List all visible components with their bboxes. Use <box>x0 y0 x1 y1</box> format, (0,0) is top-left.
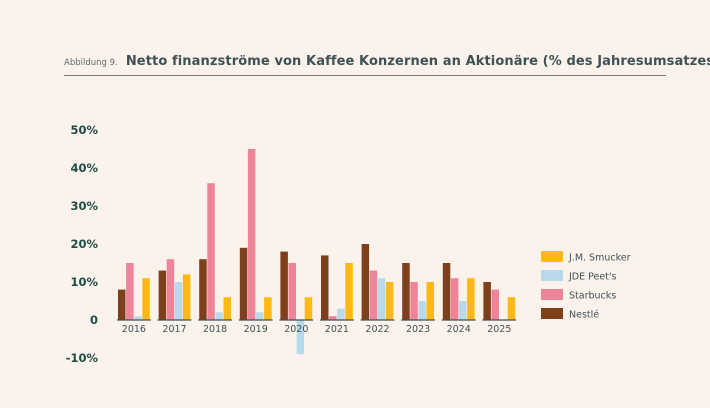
title-rule <box>64 75 666 76</box>
bar-jde-peet-s-2021 <box>337 308 345 320</box>
bar-starbucks-2016 <box>126 263 134 320</box>
legend-swatch-jde-peet-s <box>541 270 563 281</box>
x-tick-label: 2025 <box>487 324 511 335</box>
legend-swatch-j-m-smucker <box>541 251 563 262</box>
bar-nestl--2016 <box>118 289 126 320</box>
bar-starbucks-2018 <box>207 183 215 320</box>
bar-j-m-smucker-2023 <box>426 282 434 320</box>
bar-starbucks-2017 <box>166 259 175 320</box>
bar-starbucks-2025 <box>491 289 499 320</box>
bar-jde-peet-s-2022 <box>377 278 386 320</box>
figure-label: Abbildung 9. <box>64 58 118 68</box>
chart-title: Netto finanzströme von Kaffee Konzernen … <box>125 54 710 69</box>
bar-nestl--2018 <box>199 259 207 320</box>
bar-nestl--2021 <box>321 255 329 320</box>
x-tick-label: 2022 <box>365 324 389 335</box>
bar-jde-peet-s-2020 <box>296 320 305 355</box>
bar-starbucks-2020 <box>288 263 296 320</box>
bar-j-m-smucker-2019 <box>264 297 272 320</box>
legend-label-j-m-smucker: J.M. Smucker <box>568 253 631 264</box>
x-tick-label: 2024 <box>447 324 471 335</box>
bar-nestl--2019 <box>239 247 248 320</box>
bar-starbucks-2022 <box>369 270 378 320</box>
y-tick-label: 0 <box>90 313 98 327</box>
bar-nestl--2024 <box>442 263 451 320</box>
bar-nestl--2017 <box>158 270 167 320</box>
bar-j-m-smucker-2024 <box>467 278 475 320</box>
y-tick-label: 30% <box>70 199 98 213</box>
bar-jde-peet-s-2017 <box>174 282 183 320</box>
bar-nestl--2023 <box>402 263 410 320</box>
legend-swatch-nestl- <box>541 308 563 319</box>
x-tick-label: 2016 <box>122 324 146 335</box>
bar-nestl--2025 <box>483 282 491 320</box>
y-tick-label: 20% <box>70 237 98 251</box>
bar-starbucks-2023 <box>410 282 418 320</box>
bar-j-m-smucker-2018 <box>223 297 231 320</box>
bar-starbucks-2024 <box>450 278 459 320</box>
legend-swatch-starbucks <box>541 289 563 300</box>
legend-label-jde-peet-s: JDE Peet's <box>568 272 617 283</box>
x-tick-label: 2018 <box>203 324 227 335</box>
y-tick-label: 10% <box>70 275 98 289</box>
bar-nestl--2022 <box>361 244 370 320</box>
y-tick-label: 40% <box>70 161 98 175</box>
x-tick-label: 2017 <box>162 324 186 335</box>
x-tick-label: 2019 <box>244 324 268 335</box>
x-tick-label: 2021 <box>325 324 349 335</box>
bar-jde-peet-s-2019 <box>256 312 264 320</box>
x-tick-label: 2023 <box>406 324 430 335</box>
legend-label-starbucks: Starbucks <box>569 291 616 302</box>
bar-jde-peet-s-2018 <box>215 312 223 320</box>
x-tick-label: 2020 <box>284 324 308 335</box>
bar-jde-peet-s-2023 <box>418 301 426 320</box>
y-tick-label: 50% <box>70 123 98 137</box>
bar-jde-peet-s-2024 <box>459 301 467 320</box>
legend-label-nestl-: Nestlé <box>569 310 599 321</box>
bar-jde-peet-s-2016 <box>134 316 142 320</box>
bar-starbucks-2021 <box>329 316 337 320</box>
bar-j-m-smucker-2017 <box>182 274 191 320</box>
bar-j-m-smucker-2016 <box>142 278 150 320</box>
bar-starbucks-2019 <box>247 149 256 320</box>
bar-j-m-smucker-2021 <box>345 263 353 320</box>
chart-header: Abbildung 9. Netto finanzströme von Kaff… <box>64 50 710 69</box>
bar-j-m-smucker-2022 <box>385 282 394 320</box>
bar-j-m-smucker-2020 <box>304 297 313 320</box>
bar-nestl--2020 <box>280 251 288 320</box>
bar-j-m-smucker-2025 <box>507 297 516 320</box>
y-tick-label: -10% <box>66 351 99 365</box>
